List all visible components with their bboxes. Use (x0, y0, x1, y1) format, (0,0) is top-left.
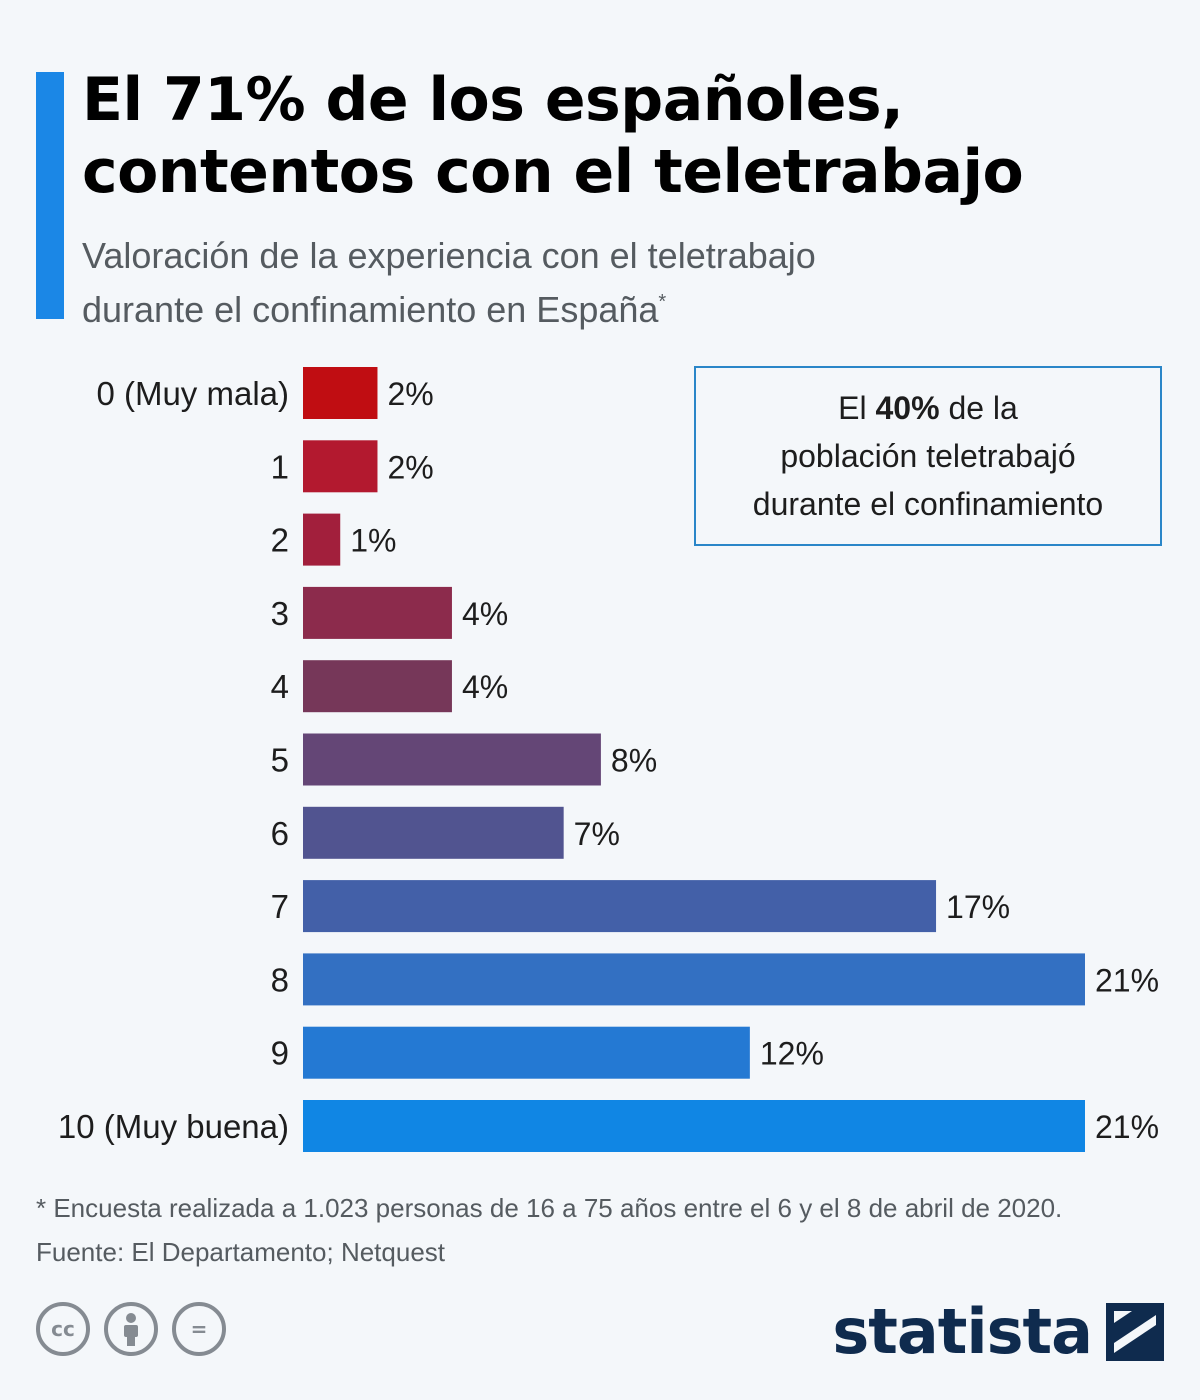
creative-commons-icon[interactable]: cc (36, 1302, 90, 1356)
bar (303, 440, 378, 493)
category-label: 7 (271, 888, 289, 925)
attribution-icon[interactable] (104, 1302, 158, 1356)
bar (303, 733, 601, 786)
subtitle-line-2: durante el confinamiento en España* (82, 279, 1082, 333)
info-box-prefix: El (838, 390, 876, 426)
bar-chart: 0 (Muy mala) 2%1 2%2 1%3 4%4 4%5 8%6 7%7 17%8 21%… (58, 367, 1159, 1152)
value-label: 21% (1095, 962, 1159, 998)
bar (303, 1100, 1085, 1152)
person-icon (124, 1313, 138, 1346)
equals-glyph: = (190, 1317, 208, 1341)
info-box-line-1: El 40% de la (753, 384, 1103, 432)
subtitle-line-1: Valoración de la experiencia con el tele… (82, 235, 816, 276)
value-label: 4% (462, 669, 508, 705)
category-label: 3 (271, 595, 289, 632)
bar (303, 660, 452, 713)
category-label: 4 (271, 668, 289, 705)
bar (303, 806, 564, 859)
bar (303, 367, 378, 419)
value-label: 2% (387, 449, 433, 485)
title-accent-bar (36, 72, 64, 319)
value-label: 2% (387, 376, 433, 412)
info-box: El 40% de la población teletrabajó duran… (694, 366, 1162, 546)
category-label: 5 (271, 742, 289, 779)
info-box-highlight: 40% (875, 390, 940, 426)
category-label: 1 (271, 448, 289, 485)
source-note: Fuente: El Departamento; Netquest (36, 1237, 446, 1267)
subtitle-asterisk: * (658, 291, 667, 313)
value-label: 4% (462, 596, 508, 632)
bar (303, 513, 341, 566)
title-line-2: contentos con el teletrabajo (82, 137, 1024, 207)
info-box-suffix: de la (939, 390, 1018, 426)
license-icons: cc = (36, 1302, 226, 1356)
bar (303, 880, 937, 933)
subtitle-line-2-text: durante el confinamiento en España (82, 289, 659, 330)
bar (303, 953, 1085, 1006)
cc-glyph: cc (51, 1317, 75, 1341)
category-label: 6 (271, 815, 289, 852)
value-label: 1% (350, 523, 396, 559)
survey-note: * Encuesta realizada a 1.023 personas de… (36, 1193, 1063, 1223)
category-label: 8 (271, 961, 289, 998)
info-box-text: El 40% de la población teletrabajó duran… (753, 384, 1103, 528)
title-line-1: El 71% de los españoles, (82, 65, 904, 135)
no-derivatives-icon[interactable]: = (172, 1302, 226, 1356)
value-label: 8% (611, 743, 657, 779)
value-label: 7% (574, 816, 620, 852)
value-label: 12% (760, 1036, 824, 1072)
statista-logo-icon (1106, 1303, 1164, 1361)
value-label: 17% (946, 889, 1010, 925)
bar (303, 586, 452, 639)
footnote: * Encuesta realizada a 1.023 personas de… (36, 1186, 1176, 1274)
category-label: 2 (271, 522, 289, 559)
chart-title: El 71% de los españoles, contentos con e… (82, 64, 1162, 208)
statista-wordmark: statista (832, 1295, 1093, 1368)
bar (303, 1026, 750, 1079)
category-label: 0 (Muy mala) (96, 375, 289, 412)
info-box-line-3: durante el confinamiento (752, 486, 1104, 522)
category-label: 9 (271, 1035, 289, 1072)
value-label: 21% (1095, 1109, 1159, 1145)
statista-logo[interactable]: statista (832, 1300, 1164, 1364)
category-label: 10 (Muy buena) (58, 1108, 289, 1145)
chart-subtitle: Valoración de la experiencia con el tele… (82, 233, 1082, 333)
info-box-line-2: población teletrabajó (780, 438, 1076, 474)
